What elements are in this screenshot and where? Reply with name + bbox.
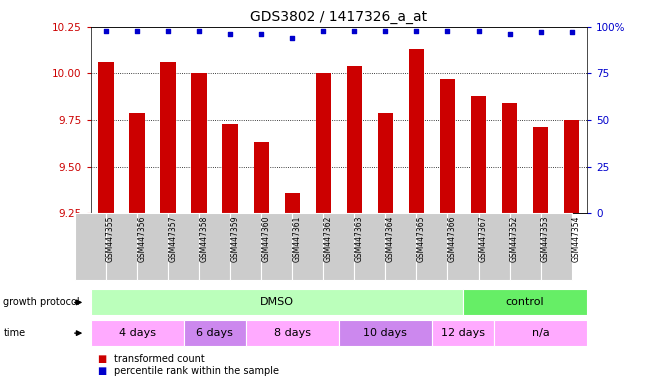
Point: [101, 28, 111, 34]
Text: 12 days: 12 days: [441, 328, 485, 338]
Bar: [509, 213, 541, 280]
Text: GSM447354: GSM447354: [572, 215, 580, 262]
Bar: [471, 96, 486, 213]
Bar: [223, 124, 238, 213]
Bar: [106, 213, 137, 280]
Text: GSM447353: GSM447353: [541, 215, 550, 262]
Bar: [285, 193, 300, 213]
Point: [225, 31, 236, 37]
Text: GSM447356: GSM447356: [137, 215, 146, 262]
Text: GSM447359: GSM447359: [230, 215, 240, 262]
Bar: [315, 73, 331, 213]
Text: DMSO: DMSO: [260, 297, 294, 307]
Bar: [494, 320, 587, 346]
Point: [287, 35, 298, 41]
Text: GSM447358: GSM447358: [199, 215, 208, 262]
Bar: [533, 127, 548, 213]
Point: [163, 28, 174, 34]
Bar: [254, 142, 269, 213]
Point: [535, 30, 546, 36]
Text: GSM447357: GSM447357: [168, 215, 177, 262]
Bar: [137, 213, 168, 280]
Text: GSM447366: GSM447366: [448, 215, 456, 262]
Bar: [347, 66, 362, 213]
Bar: [323, 213, 354, 280]
Point: [411, 28, 422, 34]
Text: transformed count: transformed count: [114, 354, 205, 364]
Bar: [168, 213, 199, 280]
Bar: [502, 103, 517, 213]
Bar: [130, 113, 145, 213]
Bar: [463, 290, 587, 315]
Text: 6 days: 6 days: [197, 328, 233, 338]
Bar: [409, 49, 424, 213]
Text: GSM447364: GSM447364: [385, 215, 395, 262]
Bar: [261, 213, 293, 280]
Bar: [478, 213, 509, 280]
Text: ■: ■: [97, 366, 107, 376]
Bar: [448, 213, 478, 280]
Point: [566, 30, 577, 36]
Text: GSM447352: GSM447352: [509, 215, 519, 262]
Text: time: time: [3, 328, 25, 338]
Text: GSM447355: GSM447355: [106, 215, 115, 262]
Point: [504, 31, 515, 37]
Text: 8 days: 8 days: [274, 328, 311, 338]
Bar: [378, 113, 393, 213]
Point: [442, 28, 453, 34]
Bar: [75, 213, 106, 280]
Bar: [91, 290, 463, 315]
Bar: [541, 213, 572, 280]
Text: GSM447363: GSM447363: [354, 215, 364, 262]
Text: GSM447362: GSM447362: [323, 215, 332, 262]
Bar: [160, 62, 176, 213]
Bar: [91, 320, 184, 346]
Text: percentile rank within the sample: percentile rank within the sample: [114, 366, 279, 376]
Text: GSM447367: GSM447367: [478, 215, 488, 262]
Text: 4 days: 4 days: [119, 328, 156, 338]
Text: control: control: [506, 297, 544, 307]
Bar: [191, 73, 207, 213]
Text: growth protocol: growth protocol: [3, 297, 80, 308]
Text: GSM447365: GSM447365: [417, 215, 425, 262]
Point: [256, 31, 266, 37]
Point: [473, 28, 484, 34]
Bar: [246, 320, 339, 346]
Bar: [184, 320, 246, 346]
Text: GDS3802 / 1417326_a_at: GDS3802 / 1417326_a_at: [250, 10, 427, 23]
Bar: [564, 120, 579, 213]
Point: [132, 28, 142, 34]
Point: [380, 28, 391, 34]
Bar: [417, 213, 448, 280]
Point: [349, 28, 360, 34]
Point: [194, 28, 205, 34]
Bar: [385, 213, 417, 280]
Text: ■: ■: [97, 354, 107, 364]
Text: GSM447361: GSM447361: [293, 215, 301, 262]
Text: GSM447360: GSM447360: [261, 215, 270, 262]
Bar: [199, 213, 230, 280]
Bar: [432, 320, 494, 346]
Bar: [354, 213, 385, 280]
Bar: [440, 79, 455, 213]
Bar: [339, 320, 432, 346]
Text: n/a: n/a: [531, 328, 550, 338]
Bar: [230, 213, 261, 280]
Text: 10 days: 10 days: [364, 328, 407, 338]
Point: [318, 28, 329, 34]
Bar: [293, 213, 323, 280]
Bar: [99, 62, 114, 213]
